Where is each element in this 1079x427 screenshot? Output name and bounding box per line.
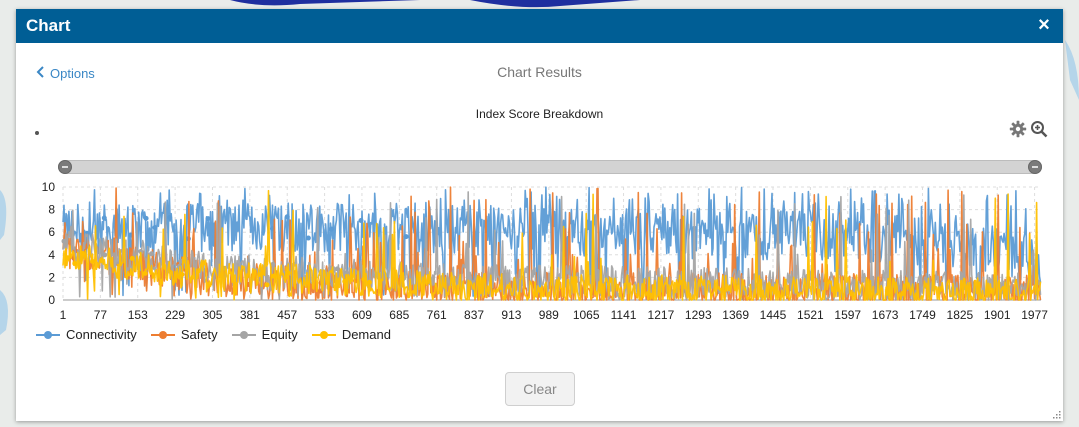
series-point-equity (343, 270, 349, 276)
series-point-connectivity (403, 234, 409, 240)
x-tick-label: 1825 (947, 308, 974, 322)
options-back-link[interactable]: Options (36, 66, 95, 81)
series-point-demand (90, 258, 96, 264)
series-point-demand (72, 260, 78, 266)
line-chart: 0 2 4 6 8 10 1 77 153 229 305 381 457 533 609 685 761 837… (42, 180, 1049, 322)
series-point-demand (270, 273, 276, 279)
x-tick-label: 913 (501, 308, 521, 322)
legend-label: Safety (180, 327, 218, 342)
legend-item-safety[interactable]: Safety (150, 327, 218, 342)
gear-icon[interactable] (1009, 120, 1027, 138)
clear-button[interactable]: Clear (505, 372, 575, 406)
chart-legend: Connectivity Safety Equity Demand (36, 327, 405, 342)
legend-label: Connectivity (66, 327, 137, 342)
dialog-header: Chart × (16, 9, 1063, 43)
x-tick-label: 1749 (909, 308, 936, 322)
chart-indicator-dot (35, 131, 39, 135)
x-tick-label: 1673 (872, 308, 899, 322)
legend-item-connectivity[interactable]: Connectivity (36, 327, 137, 342)
x-tick-label: 457 (277, 308, 297, 322)
x-tick-label: 381 (240, 308, 260, 322)
x-tick-label: 609 (352, 308, 372, 322)
x-tick-label: 305 (202, 308, 222, 322)
series-point-connectivity (143, 215, 149, 221)
series-point-connectivity (305, 235, 311, 241)
series-point-connectivity (358, 217, 364, 223)
legend-item-equity[interactable]: Equity (231, 327, 298, 342)
series-point-equity (334, 266, 340, 272)
x-tick-label: 989 (539, 308, 559, 322)
series-line-equity (62, 191, 1042, 301)
series-point-demand (142, 270, 148, 276)
series-point-demand (361, 276, 367, 282)
options-label: Options (50, 66, 95, 81)
series-point-demand (257, 271, 263, 277)
y-tick-label: 6 (48, 225, 55, 239)
x-tick-label: 229 (165, 308, 185, 322)
chevron-left-icon (36, 66, 44, 81)
legend-label: Demand (341, 327, 391, 342)
zoom-in-icon[interactable] (1030, 120, 1048, 138)
series-point-demand (80, 251, 86, 257)
series-point-demand (264, 282, 270, 288)
series-point-equity (270, 261, 276, 267)
series-point-demand (64, 255, 70, 261)
chart-dialog: Chart × Options Chart Results Index Scor… (16, 9, 1063, 421)
series-point-demand (285, 270, 291, 276)
x-tick-label: 685 (389, 308, 409, 322)
y-tick-label: 2 (48, 270, 55, 284)
x-tick-label: 1521 (797, 308, 824, 322)
y-tick-label: 0 (48, 293, 55, 307)
series-point-connectivity (328, 226, 334, 232)
series-point-equity (102, 252, 108, 258)
x-tick-label: 761 (427, 308, 447, 322)
chart-title: Index Score Breakdown (475, 107, 604, 121)
slider-handle-right[interactable] (1028, 160, 1042, 174)
x-tick-label: 1065 (573, 308, 600, 322)
series-point-demand (342, 278, 348, 284)
series-point-demand (366, 279, 372, 285)
x-tick-label: 1901 (984, 308, 1011, 322)
x-tick-label: 1217 (648, 308, 675, 322)
series-point-demand (179, 272, 185, 278)
legend-swatch (36, 330, 60, 340)
x-tick-label: 1 (60, 308, 67, 322)
series-point-connectivity (205, 216, 211, 222)
legend-item-demand[interactable]: Demand (311, 327, 391, 342)
dialog-title: Chart (26, 16, 71, 35)
series-point-equity (61, 238, 67, 244)
x-tick-label: 1369 (722, 308, 749, 322)
zoom-range-slider[interactable] (58, 160, 1042, 174)
series-point-connectivity (167, 215, 173, 221)
legend-swatch (311, 330, 336, 340)
series-point-connectivity (284, 214, 290, 220)
legend-swatch (150, 330, 175, 340)
x-tick-label: 77 (94, 308, 108, 322)
legend-label: Equity (261, 327, 298, 342)
close-icon[interactable]: × (1038, 14, 1050, 36)
x-tick-label: 1445 (760, 308, 787, 322)
series-point-equity (138, 249, 144, 255)
x-tick-label: 1597 (834, 308, 861, 322)
x-tick-label: 1977 (1021, 308, 1048, 322)
y-tick-label: 4 (48, 248, 55, 262)
legend-swatch (231, 330, 256, 340)
series-line-demand (62, 189, 1042, 301)
series-point-connectivity (101, 215, 107, 221)
x-tick-label: 1293 (685, 308, 712, 322)
series-point-connectivity (152, 225, 158, 231)
results-title: Chart Results (497, 64, 582, 80)
y-tick-label: 10 (42, 180, 56, 194)
x-tick-label: 1141 (611, 308, 637, 322)
resize-grip-icon[interactable] (1053, 411, 1061, 419)
y-tick-label: 8 (48, 203, 55, 217)
series-point-demand (129, 255, 135, 261)
series-point-equity (149, 251, 155, 257)
x-tick-label: 837 (464, 308, 484, 322)
x-tick-label: 153 (128, 308, 148, 322)
x-tick-label: 533 (315, 308, 335, 322)
slider-handle-left[interactable] (58, 160, 72, 174)
